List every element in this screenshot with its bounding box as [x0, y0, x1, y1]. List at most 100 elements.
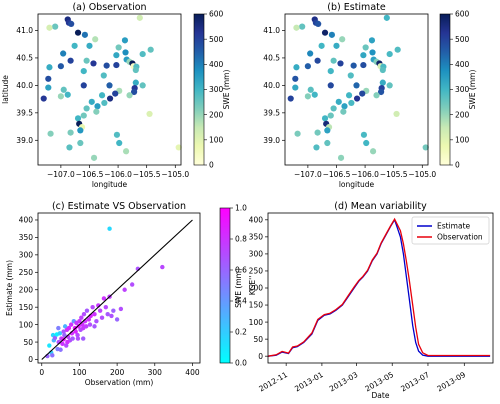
chart-title: (b) Estimate — [327, 2, 386, 13]
map-point — [106, 95, 114, 102]
map-point — [330, 57, 337, 64]
map-point — [340, 108, 347, 115]
scatter-point — [109, 313, 114, 319]
map-point — [369, 148, 377, 155]
map-point — [337, 154, 345, 161]
map-point — [373, 92, 380, 99]
colorbar: 0 100 200 300 400 500 600 SWE (mm) — [439, 10, 477, 170]
axes-c: 0 100 200 300 400 0 50 100 150 200 250 300 350 400 (c)… — [5, 201, 200, 387]
map-point — [77, 139, 84, 147]
y-axis-label: Estimate (mm) — [5, 260, 14, 316]
axes-a: −107.0 −106.5 −106.0 −105.5 −105.0 39.0 39.5 40… — [1, 2, 189, 189]
colorbar-gradient — [219, 207, 231, 364]
map-point — [394, 46, 401, 53]
scatter-point — [97, 308, 103, 313]
y-tick-label: 150 — [249, 301, 264, 310]
map-point — [360, 61, 367, 69]
map-point — [122, 49, 129, 56]
scatter-point — [114, 317, 120, 322]
map-point — [106, 82, 113, 89]
map-point — [112, 90, 119, 97]
panel-c-points — [45, 226, 165, 359]
scatter-point — [86, 317, 92, 322]
x-tick-label: −107.0 — [47, 170, 75, 179]
map-point — [321, 115, 329, 122]
colorbar-label: KGE'' — [248, 276, 257, 296]
map-point — [90, 60, 97, 67]
panel-b-points — [287, 14, 429, 161]
scatter-point — [64, 343, 69, 348]
colorbar-tick-label: 0.2 — [235, 328, 247, 337]
y-tick-label: 41.0 — [263, 26, 280, 35]
map-point — [383, 14, 390, 21]
scatter-point — [92, 311, 97, 317]
map-point — [113, 61, 120, 69]
colorbar-tick-label: 400 — [455, 60, 470, 69]
map-point — [363, 139, 370, 147]
x-tick-label: 2013-05 — [363, 370, 395, 394]
panel-a-points — [40, 14, 182, 161]
scatter-point — [75, 332, 80, 338]
map-point — [345, 92, 353, 99]
y-tick-label: 100 — [249, 318, 264, 327]
map-point — [377, 88, 385, 96]
y-tick-label: 50 — [253, 335, 263, 344]
scatter-point — [111, 308, 116, 313]
x-tick-label: −107.0 — [294, 170, 322, 179]
colorbar-tick-label: 0.6 — [235, 266, 247, 275]
y-tick-label: 41.0 — [16, 26, 33, 35]
map-point — [293, 64, 300, 71]
map-point — [337, 60, 344, 67]
map-point — [333, 42, 340, 49]
map-point — [90, 154, 98, 161]
map-point — [327, 68, 334, 75]
map-point — [60, 86, 67, 93]
map-point — [83, 57, 90, 64]
colorbar-gradient — [193, 13, 205, 166]
series-line-observation — [268, 217, 491, 357]
map-point — [116, 139, 123, 147]
scatter-point — [105, 311, 110, 317]
scatter-point — [118, 306, 124, 312]
map-point — [126, 92, 133, 99]
map-point — [311, 91, 318, 98]
map-point — [80, 112, 87, 119]
map-point — [307, 50, 314, 57]
map-point — [324, 127, 331, 134]
colorbar-label: SWE (mm) — [468, 70, 477, 110]
y-tick-label: 39.0 — [16, 136, 33, 145]
map-point — [71, 42, 78, 49]
legend: Estimate Observation — [411, 216, 490, 245]
panel-c-frame — [37, 212, 201, 364]
map-point — [57, 93, 64, 100]
colorbar-tick-label: 1.0 — [235, 204, 247, 213]
colorbar-tick-label: 400 — [209, 60, 224, 69]
colorbar-tick-label: 0 — [209, 161, 214, 170]
map-point — [314, 57, 321, 64]
scatter-point — [129, 282, 135, 287]
colorbar-tick-label: 200 — [209, 110, 224, 119]
map-point — [293, 24, 300, 31]
y-axis-label: latitude — [1, 75, 10, 104]
scatter-point — [75, 336, 81, 341]
x-tick-label: 100 — [72, 368, 87, 377]
x-tick-label: 2013-03 — [328, 370, 360, 394]
colorbar: 0.0 0.2 0.4 0.6 0.8 1.0 KGE'' — [219, 204, 257, 368]
x-tick-label: 2012-11 — [257, 370, 289, 394]
map-point — [46, 24, 53, 31]
scatter-point — [92, 324, 97, 329]
map-point — [101, 99, 108, 107]
x-tick-label: −106.0 — [104, 170, 132, 179]
map-point — [318, 42, 325, 49]
x-tick-label: 0 — [39, 368, 44, 377]
map-point — [136, 14, 143, 21]
map-point — [132, 66, 139, 74]
scatter-point — [50, 353, 55, 358]
y-tick-label: 200 — [19, 285, 34, 294]
map-point — [299, 23, 306, 30]
panel-a-frame — [37, 13, 182, 166]
scatter-point — [60, 341, 65, 347]
map-point — [88, 98, 95, 105]
scatter-point — [57, 331, 63, 336]
map-point — [139, 50, 146, 58]
